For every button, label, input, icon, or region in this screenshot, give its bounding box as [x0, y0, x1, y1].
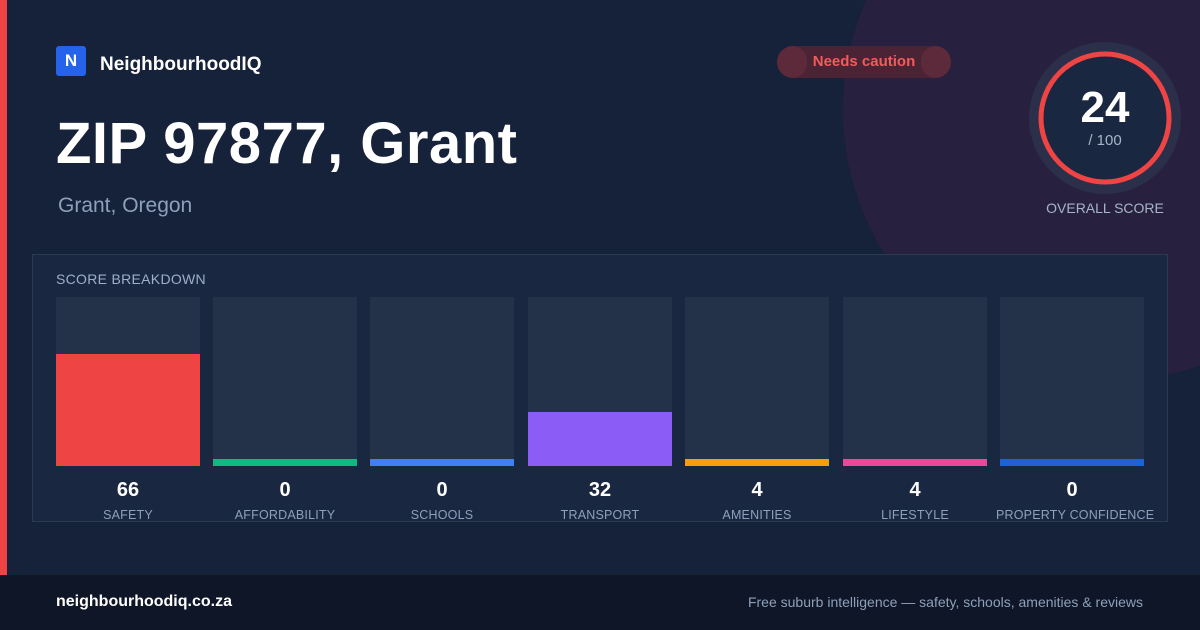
footer-tagline: Free suburb intelligence — safety, schoo… — [747, 594, 1143, 610]
score-value: 0 — [279, 479, 291, 501]
score-value: 32 — [588, 479, 612, 501]
score-label: AFFORDABILITY — [234, 508, 336, 522]
score-label: SCHOOLS — [410, 508, 474, 522]
score-column-amenities: 4 AMENITIES — [685, 297, 829, 523]
score-label: AMENITIES — [722, 508, 792, 522]
status-badge-label: Needs caution — [812, 52, 916, 70]
score-bar-track — [56, 297, 200, 466]
score-value: 0 — [436, 479, 448, 501]
left-accent-bar — [0, 0, 7, 575]
score-value: 0 — [1066, 479, 1078, 501]
score-label: SAFETY — [103, 508, 153, 522]
score-breakdown-title: SCORE BREAKDOWN — [56, 271, 206, 287]
overall-score-value: 24 — [1080, 83, 1130, 132]
score-label: PROPERTY CONFIDENCE — [996, 508, 1155, 522]
footer: neighbourhoodiq.co.za Free suburb intell… — [0, 575, 1200, 630]
brand-logo-icon: N — [56, 46, 86, 76]
location-subtitle: Grant, Oregon — [58, 194, 193, 217]
status-badge: Needs caution — [777, 46, 951, 78]
score-bar-fill — [1000, 459, 1144, 466]
score-value: 4 — [909, 479, 921, 501]
score-bar-track — [528, 297, 672, 466]
score-bar-fill — [213, 459, 357, 466]
brand[interactable]: N NeighbourhoodIQ — [56, 46, 261, 76]
overall-score-label: OVERALL SCORE — [1046, 200, 1164, 216]
score-bar-fill — [370, 459, 514, 466]
brand-name: NeighbourhoodIQ — [100, 54, 262, 75]
score-bar-track — [370, 297, 514, 466]
score-column-schools: 0 SCHOOLS — [370, 297, 514, 523]
overall-score-denominator: / 100 — [1088, 132, 1122, 149]
overall-score-gauge — [1029, 42, 1181, 194]
score-bar-track — [843, 297, 987, 466]
score-column-affordability: 0 AFFORDABILITY — [213, 297, 357, 523]
score-value: 66 — [116, 479, 140, 501]
score-bar-track — [213, 297, 357, 466]
score-label: LIFESTYLE — [881, 508, 949, 522]
score-bar-track — [685, 297, 829, 466]
gauge-ring — [1038, 51, 1172, 185]
footer-site-link[interactable]: neighbourhoodiq.co.za — [56, 593, 232, 610]
page-title: ZIP 97877, Grant — [56, 111, 518, 176]
score-bar-fill — [56, 354, 200, 466]
score-bar-fill — [685, 459, 829, 466]
score-column-lifestyle: 4 LIFESTYLE — [843, 297, 987, 523]
score-bar-fill — [843, 459, 987, 466]
score-column-transport: 32 TRANSPORT — [528, 297, 672, 523]
score-column-property-confidence: 0 PROPERTY CONFIDENCE — [996, 297, 1154, 523]
score-value: 4 — [751, 479, 763, 501]
score-bar-fill — [528, 412, 672, 466]
score-label: TRANSPORT — [560, 508, 640, 522]
score-bar-track — [1000, 297, 1144, 466]
score-column-safety: 66 SAFETY — [56, 297, 200, 523]
